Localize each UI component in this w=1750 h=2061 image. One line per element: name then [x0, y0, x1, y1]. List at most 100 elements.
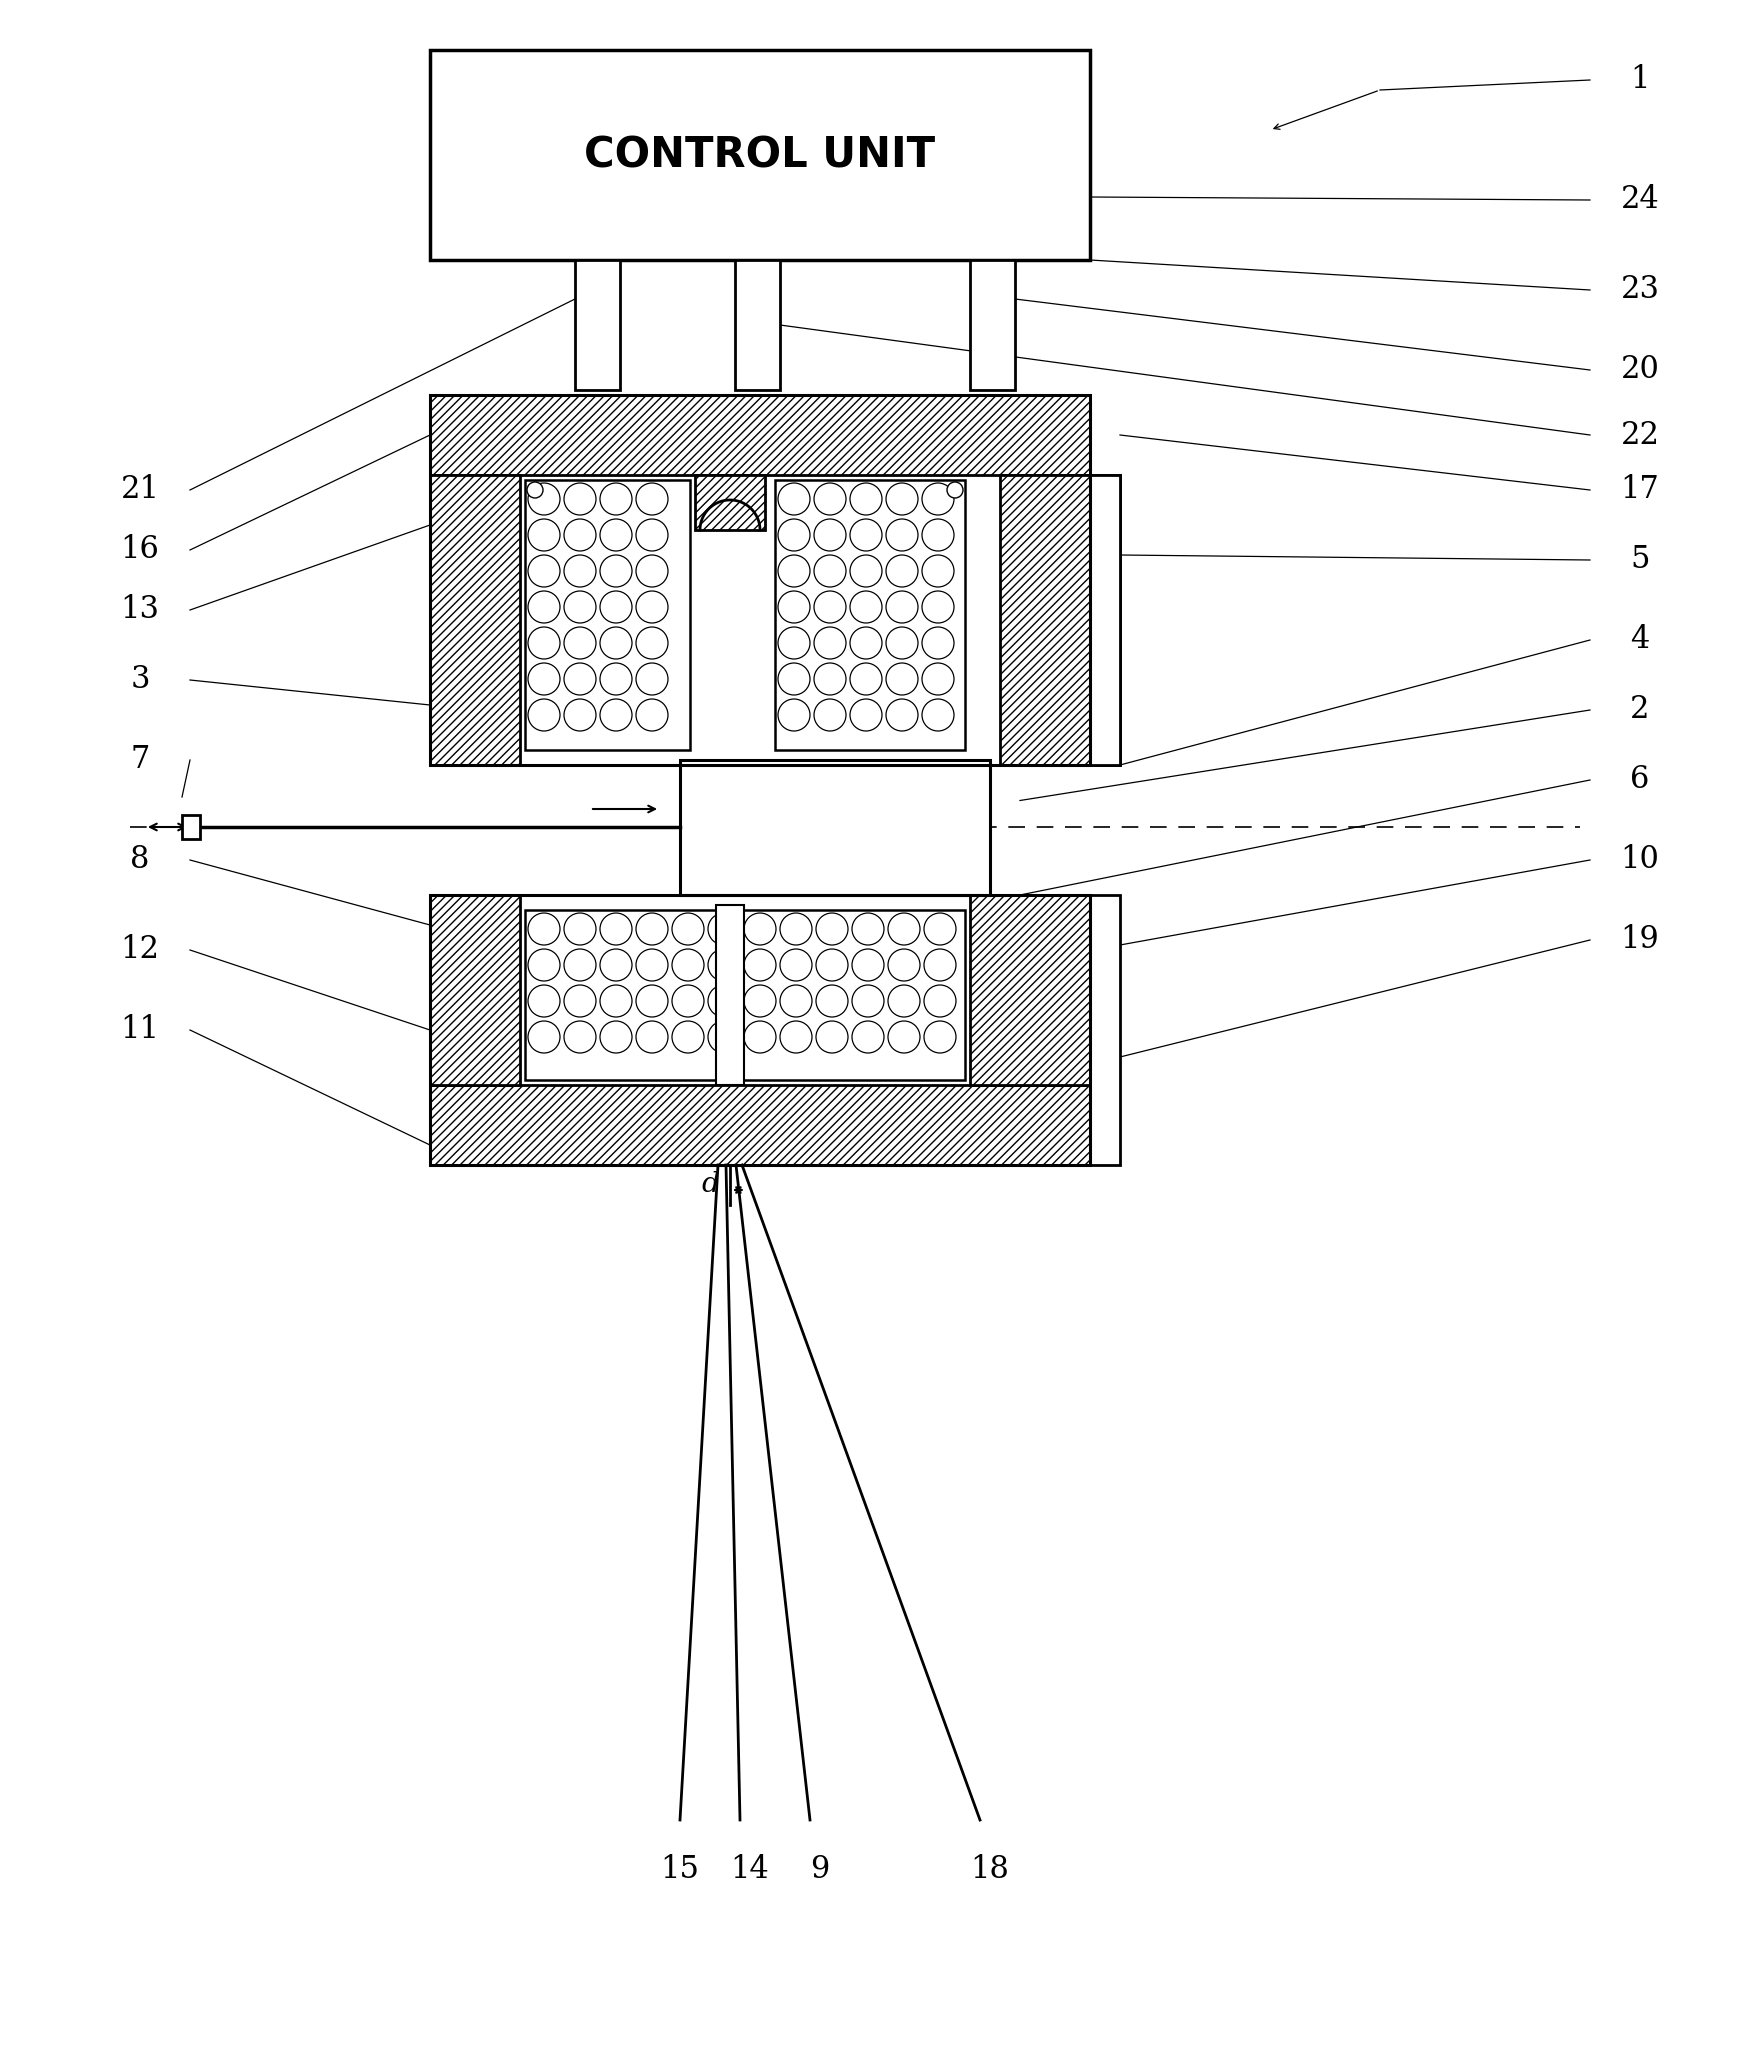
- Circle shape: [922, 664, 954, 695]
- Circle shape: [744, 913, 775, 946]
- Circle shape: [780, 948, 812, 981]
- Circle shape: [922, 699, 954, 732]
- Text: 15: 15: [660, 1855, 700, 1886]
- Circle shape: [527, 482, 542, 499]
- Circle shape: [887, 948, 920, 981]
- Bar: [970, 894, 1090, 1084]
- Text: 18: 18: [971, 1855, 1010, 1886]
- Bar: [695, 474, 765, 530]
- Circle shape: [528, 985, 560, 1016]
- Bar: [775, 480, 964, 750]
- Circle shape: [564, 627, 597, 660]
- Circle shape: [564, 699, 597, 732]
- Circle shape: [887, 985, 920, 1016]
- Circle shape: [779, 482, 810, 515]
- Circle shape: [886, 627, 919, 660]
- Circle shape: [528, 1020, 560, 1053]
- Bar: [716, 905, 744, 1084]
- Circle shape: [709, 1020, 740, 1053]
- Bar: [430, 396, 1090, 765]
- Circle shape: [816, 1020, 849, 1053]
- Circle shape: [852, 913, 884, 946]
- Circle shape: [528, 664, 560, 695]
- Bar: [182, 814, 200, 839]
- Circle shape: [635, 664, 668, 695]
- Circle shape: [564, 554, 597, 587]
- Bar: [525, 480, 690, 750]
- Circle shape: [852, 948, 884, 981]
- Circle shape: [850, 519, 882, 550]
- Circle shape: [600, 699, 632, 732]
- Circle shape: [850, 592, 882, 622]
- Circle shape: [922, 519, 954, 550]
- Circle shape: [600, 948, 632, 981]
- Circle shape: [744, 948, 775, 981]
- Circle shape: [850, 699, 882, 732]
- Circle shape: [924, 913, 956, 946]
- Circle shape: [672, 913, 704, 946]
- Circle shape: [600, 985, 632, 1016]
- Bar: [430, 49, 1090, 260]
- Text: 6: 6: [1631, 765, 1650, 796]
- Text: 17: 17: [1620, 474, 1659, 505]
- Circle shape: [744, 985, 775, 1016]
- Bar: [1090, 474, 1120, 765]
- Circle shape: [852, 985, 884, 1016]
- Circle shape: [850, 554, 882, 587]
- Bar: [970, 260, 1015, 390]
- Circle shape: [528, 627, 560, 660]
- Text: 21: 21: [121, 474, 159, 505]
- Circle shape: [600, 482, 632, 515]
- Bar: [430, 474, 520, 765]
- Circle shape: [922, 554, 954, 587]
- Circle shape: [635, 554, 668, 587]
- Circle shape: [635, 985, 668, 1016]
- Text: 1: 1: [1631, 64, 1650, 95]
- Circle shape: [635, 592, 668, 622]
- Bar: [735, 260, 780, 390]
- Circle shape: [600, 627, 632, 660]
- Circle shape: [709, 948, 740, 981]
- Text: 13: 13: [121, 594, 159, 624]
- Bar: [681, 761, 990, 894]
- Circle shape: [564, 948, 597, 981]
- Bar: [430, 1084, 1090, 1164]
- Circle shape: [528, 554, 560, 587]
- Circle shape: [850, 664, 882, 695]
- Circle shape: [922, 627, 954, 660]
- Circle shape: [886, 519, 919, 550]
- Circle shape: [600, 913, 632, 946]
- Circle shape: [709, 985, 740, 1016]
- Bar: [576, 260, 620, 390]
- Circle shape: [814, 554, 845, 587]
- Circle shape: [779, 664, 810, 695]
- Text: 3: 3: [130, 664, 150, 695]
- Circle shape: [564, 664, 597, 695]
- Circle shape: [814, 627, 845, 660]
- Bar: [999, 474, 1120, 765]
- Bar: [430, 894, 520, 1084]
- Text: 14: 14: [732, 1855, 770, 1886]
- Circle shape: [816, 985, 849, 1016]
- Circle shape: [947, 482, 963, 499]
- Circle shape: [814, 482, 845, 515]
- Circle shape: [744, 1020, 775, 1053]
- Text: 22: 22: [1620, 420, 1659, 451]
- Circle shape: [672, 1020, 704, 1053]
- Circle shape: [564, 519, 597, 550]
- Text: CONTROL UNIT: CONTROL UNIT: [584, 134, 936, 175]
- Circle shape: [600, 554, 632, 587]
- Circle shape: [779, 519, 810, 550]
- Circle shape: [887, 913, 920, 946]
- Text: 12: 12: [121, 934, 159, 965]
- Circle shape: [635, 913, 668, 946]
- Circle shape: [635, 627, 668, 660]
- Circle shape: [528, 519, 560, 550]
- Text: 4: 4: [1631, 624, 1650, 655]
- Circle shape: [922, 482, 954, 515]
- Circle shape: [924, 948, 956, 981]
- Text: 8: 8: [130, 845, 150, 876]
- Circle shape: [814, 699, 845, 732]
- Bar: [1090, 894, 1120, 1164]
- Circle shape: [635, 699, 668, 732]
